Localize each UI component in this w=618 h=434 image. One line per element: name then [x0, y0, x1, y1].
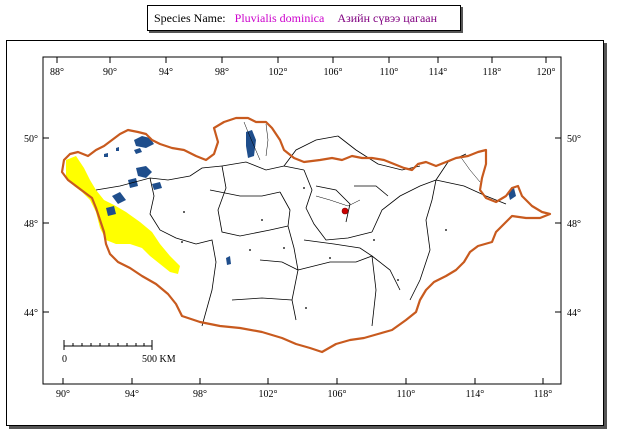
top-lon-label: 106°: [324, 67, 343, 78]
settlement-dots: [181, 187, 447, 309]
admin-boundaries: [95, 135, 507, 327]
scale-end-label: 500 KM: [142, 354, 176, 365]
bottom-lon-label: 110°: [397, 389, 416, 400]
bottom-ticks: [62, 378, 544, 384]
top-lon-label: 90°: [103, 67, 117, 78]
bottom-lon-label: 94°: [125, 389, 139, 400]
right-lat-label: 44°: [567, 308, 581, 319]
bottom-lon-label: 118°: [534, 389, 553, 400]
top-lon-label: 120°: [537, 67, 556, 78]
top-lon-label: 94°: [159, 67, 173, 78]
scale-start-label: 0: [62, 354, 67, 365]
left-lat-label: 44°: [24, 308, 38, 319]
capital-marker: [341, 207, 349, 215]
species-range-area: [66, 156, 180, 274]
national-border: [60, 116, 552, 354]
top-lon-label: 102°: [269, 67, 288, 78]
bottom-lon-label: 98°: [193, 389, 207, 400]
rivers: [243, 121, 481, 207]
right-lat-label: 48°: [567, 219, 581, 230]
bottom-lon-label: 90°: [56, 389, 70, 400]
map-inner-frame: [42, 56, 562, 385]
species-latin-name: Pluvialis dominica: [234, 11, 325, 25]
bottom-lon-label: 102°: [259, 389, 278, 400]
top-lon-label: 110°: [380, 67, 399, 78]
top-lon-label: 118°: [483, 67, 502, 78]
scale-bar: 0 500 KM: [62, 340, 176, 365]
top-lon-label: 88°: [50, 67, 64, 78]
side-ticks: [43, 137, 561, 313]
top-ticks: [56, 57, 547, 63]
species-name-label: Species Name:: [154, 11, 226, 25]
top-lon-label: 98°: [215, 67, 229, 78]
species-title-box: Species Name: Pluvialis dominica Азийн с…: [147, 5, 461, 31]
top-lon-label: 114°: [429, 67, 448, 78]
left-lat-label: 50°: [24, 134, 38, 145]
species-local-name: Азийн сүвээ цагаан: [337, 11, 438, 25]
left-lat-label: 48°: [24, 219, 38, 230]
bottom-lon-label: 106°: [328, 389, 347, 400]
right-lat-label: 50°: [567, 134, 581, 145]
bottom-lon-label: 114°: [466, 389, 485, 400]
water-bodies: [104, 130, 516, 265]
